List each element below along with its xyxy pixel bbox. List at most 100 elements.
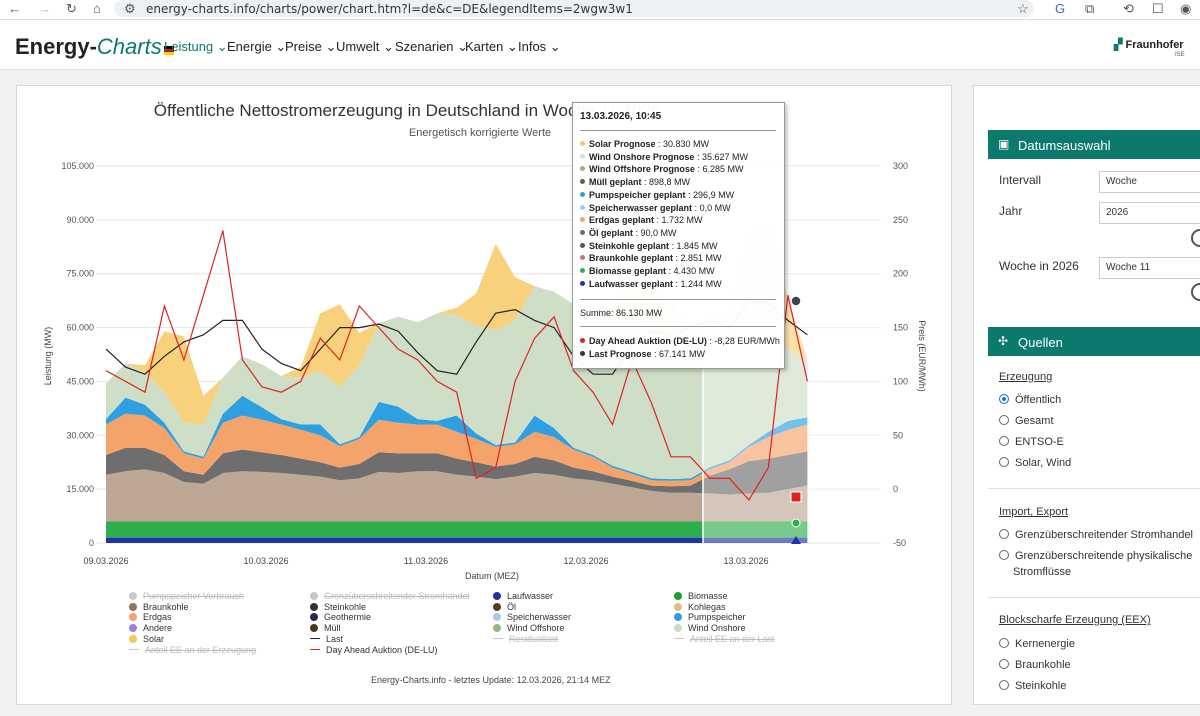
bookmark-star-icon[interactable]: ☆ [1017, 1, 1029, 16]
radio-dot[interactable] [999, 680, 1009, 690]
tooltip-swatch [580, 204, 585, 210]
tooltip-row-value: 67.141 MW [659, 349, 706, 359]
legend-item[interactable]: Last [310, 634, 343, 644]
tooltip-divider [580, 326, 776, 327]
erzeugung-section[interactable]: Erzeugung [999, 371, 1053, 383]
import-export-section[interactable]: Import, Export [999, 506, 1069, 518]
menu-infos[interactable]: Infos ⌄ [518, 39, 561, 54]
radio-dot[interactable] [999, 436, 1009, 446]
radio-dot-selected[interactable] [999, 394, 1009, 404]
tooltip-row-value: 898,8 MW [649, 177, 691, 188]
legend-item[interactable]: Müll [310, 623, 341, 633]
back-icon[interactable]: ← [8, 1, 21, 16]
legend-item[interactable]: Biomasse [674, 591, 728, 601]
radio-entsoe[interactable]: ENTSO-E [999, 436, 1064, 448]
legend-item[interactable]: Laufwasser [493, 591, 553, 601]
tooltip-sum: Summe: 86.130 MW [580, 308, 663, 318]
tooltip-row: Steinkohle geplant : 1.845 MW [580, 241, 718, 251]
legend-item[interactable]: Pumpspeicher [674, 612, 746, 622]
chart-title: Öffentliche Nettostromerzeugung in Deuts… [154, 101, 661, 120]
radio-stromhandel[interactable]: Grenzüberschreitender Stromhandel [999, 529, 1193, 541]
quellen-header[interactable]: ✣ Quellen [988, 327, 1200, 356]
woche-select[interactable]: Woche 11 [1099, 257, 1200, 279]
menu-karten[interactable]: Karten ⌄ [465, 39, 518, 54]
x-tick-label: 09.03.2026 [83, 556, 128, 566]
menu-szenarien[interactable]: Szenarien ⌄ [395, 39, 469, 54]
legend-swatch [674, 637, 684, 639]
legend-item[interactable]: Pumpspeicher Verbrauch [129, 591, 244, 601]
radio-dot[interactable] [999, 529, 1009, 539]
legend-item[interactable]: Day Ahead Auktion (DE-LU) [310, 645, 438, 655]
legend-label: Grenzüberschreitender Stromhandel [324, 591, 470, 601]
legend-label: Wind Offshore [507, 623, 565, 634]
site-info-icon[interactable]: ⚙ [124, 1, 136, 16]
menu-preise[interactable]: Preise ⌄ [285, 39, 337, 54]
radio-kernenergie[interactable]: Kernenergie [999, 638, 1075, 650]
radio-oeffentlich[interactable]: Öffentlich [999, 394, 1061, 406]
fraunhofer-logo[interactable]: ▞ Fraunhofer [1114, 38, 1184, 51]
tooltip-row-value: 90,0 MW [640, 227, 677, 238]
tooltip-row-label: Pumpspeicher geplant [589, 189, 686, 200]
blockscharfe-section[interactable]: Blockscharfe Erzeugung (EEX) [999, 614, 1151, 626]
woche-next-button[interactable] [1191, 283, 1200, 301]
legend-item[interactable]: Erdgas [129, 612, 172, 622]
radio-solar-wind[interactable]: Solar, Wind [999, 457, 1071, 469]
legend-item[interactable]: Andere [129, 623, 172, 633]
legend-item[interactable]: Steinkohle [310, 602, 366, 612]
address-bar[interactable] [114, 0, 1034, 17]
radio-dot[interactable] [999, 457, 1009, 467]
extensions-icon[interactable]: ⧉ [1085, 1, 1095, 16]
legend-item[interactable]: Wind Offshore [493, 623, 564, 633]
radio-dot[interactable] [999, 659, 1009, 669]
legend-item[interactable]: Anteil EE an der Last [674, 634, 775, 644]
forward-icon[interactable]: → [38, 1, 51, 16]
profile-icon[interactable]: ◉ [1180, 1, 1192, 16]
intervall-value: Woche [1106, 176, 1137, 187]
reload-icon[interactable]: ↻ [66, 1, 77, 16]
menu-umwelt[interactable]: Umwelt ⌄ [336, 39, 394, 54]
tooltip-row-label: Last Prognose [589, 349, 652, 359]
jahr-next-button[interactable] [1191, 229, 1200, 247]
legend-item[interactable]: Braunkohle [129, 602, 189, 612]
legend-item[interactable]: Anteil EE an der Erzeugung [129, 645, 256, 655]
y-tick-label: 60.000 [66, 323, 94, 333]
x-tick-label: 11.03.2026 [404, 556, 448, 566]
legend-item[interactable]: Kohlegas [674, 602, 726, 612]
chart-subtitle: Energetisch korrigierte Werte [409, 127, 551, 139]
history-icon[interactable]: ⟲ [1123, 1, 1134, 16]
legend-item[interactable]: Solar [129, 634, 164, 644]
tooltip-swatch [580, 338, 585, 343]
tab-search-icon[interactable]: ☐ [1152, 1, 1164, 16]
translate-icon[interactable]: G [1055, 1, 1066, 16]
legend-item[interactable]: Speicherwasser [493, 612, 571, 622]
menu-leistung-label: Leistung [164, 39, 214, 54]
legend-item[interactable]: Grenzüberschreitender Stromhandel [310, 591, 470, 601]
radio-dot[interactable] [999, 415, 1009, 425]
legend-item[interactable]: Geothermie [310, 612, 371, 622]
y2-tick-label: -50 [893, 538, 906, 548]
radio-dot[interactable] [999, 638, 1009, 648]
legend-item[interactable]: Residuallast [493, 634, 558, 644]
url-text[interactable]: energy-charts.info/charts/power/chart.ht… [146, 2, 633, 16]
radio-steinkohle[interactable]: Steinkohle [999, 680, 1066, 692]
radio-physikalisch[interactable]: Grenzüberschreitende physikalische [999, 550, 1192, 562]
legend-item[interactable]: Öl [493, 602, 516, 612]
radio-gesamt[interactable]: Gesamt [999, 415, 1054, 427]
jahr-select[interactable]: 2026 [1099, 202, 1200, 224]
radio-braunkohle[interactable]: Braunkohle [999, 659, 1071, 671]
legend-item[interactable]: Wind Onshore [674, 623, 746, 633]
tooltip-swatch [580, 217, 585, 223]
energy-charts-logo[interactable]: Energy-Charts [15, 34, 174, 60]
home-icon[interactable]: ⌂ [93, 1, 101, 16]
intervall-select[interactable]: Woche [1099, 171, 1200, 193]
sidebar: ▣ Datumsauswahl Intervall Woche Jahr 202… [973, 85, 1200, 705]
price-line [105, 230, 808, 501]
radio-dot[interactable] [999, 550, 1009, 560]
datumsauswahl-header[interactable]: ▣ Datumsauswahl [988, 130, 1200, 159]
hover-marker-laufwasser [791, 536, 801, 544]
radio-physikalisch-cont: Stromflüsse [1013, 566, 1072, 578]
menu-energie[interactable]: Energie ⌄ [227, 39, 287, 54]
menu-leistung[interactable]: Leistung ⌄ [164, 39, 228, 54]
tooltip-row: Laufwasser geplant : 1.244 MW [580, 279, 722, 289]
legend-label: Pumpspeicher Verbrauch [143, 591, 245, 601]
